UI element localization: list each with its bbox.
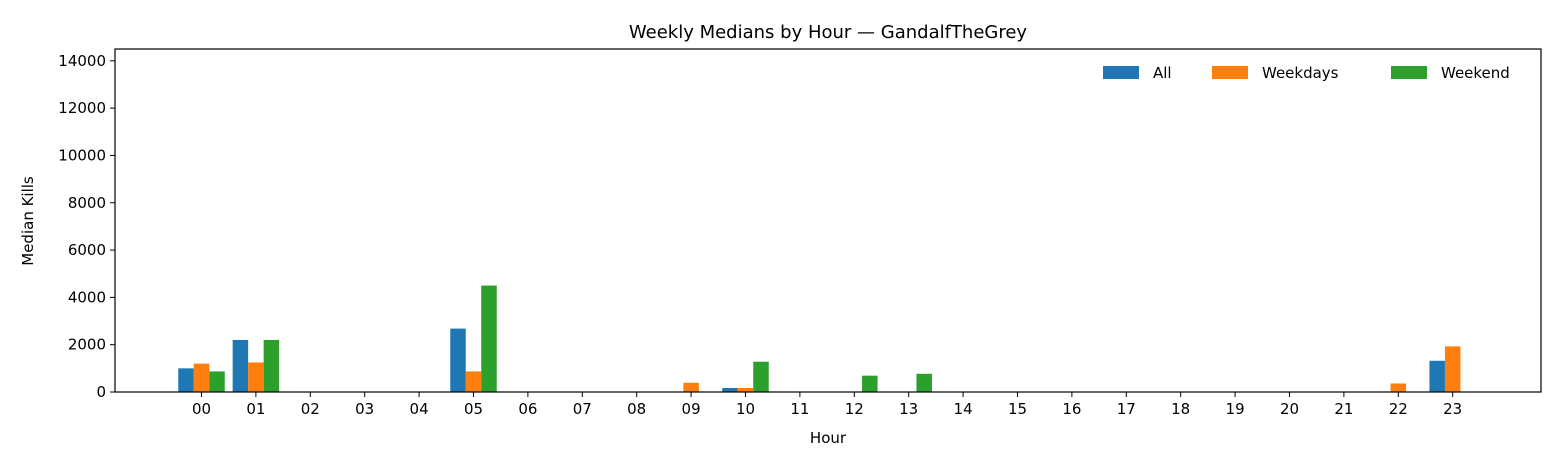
y-tick-label: 2000 xyxy=(68,336,106,354)
x-tick-label: 08 xyxy=(627,400,646,418)
bar-weekdays-22 xyxy=(1390,383,1407,392)
bar-weekdays-00 xyxy=(193,363,210,392)
x-tick-label: 06 xyxy=(518,400,537,418)
legend-swatch-weekend xyxy=(1391,66,1427,79)
legend-swatch-weekdays xyxy=(1212,66,1248,79)
y-tick-label: 8000 xyxy=(68,194,106,212)
bars xyxy=(178,285,1461,392)
x-tick-label: 23 xyxy=(1443,400,1462,418)
x-tick-label: 18 xyxy=(1171,400,1190,418)
bar-weekdays-10 xyxy=(737,387,754,392)
bar-weekend-00 xyxy=(209,371,225,392)
bar-weekend-12 xyxy=(862,375,878,392)
bar-weekend-01 xyxy=(263,339,280,392)
x-tick-label: 02 xyxy=(301,400,320,418)
bar-all-23 xyxy=(1429,360,1445,392)
y-tick-label: 10000 xyxy=(58,146,106,164)
y-tick-label: 14000 xyxy=(58,52,106,70)
x-tick-label: 14 xyxy=(954,400,973,418)
bar-all-01 xyxy=(232,339,249,392)
x-axis: 00 01 02 03 04 05 06 07 08 09 10 11 12 13 14 15 16 17 18 19… xyxy=(192,392,1462,418)
x-tick-label: 12 xyxy=(845,400,864,418)
y-axis-label: Median Kills xyxy=(19,176,37,266)
x-tick-label: 00 xyxy=(192,400,211,418)
bar-weekdays-01 xyxy=(248,362,264,392)
y-tick-label: 4000 xyxy=(68,288,106,306)
x-tick-label: 20 xyxy=(1280,400,1299,418)
chart-title: Weekly Medians by Hour — GandalfTheGrey xyxy=(629,22,1028,43)
legend-swatch-all xyxy=(1103,66,1139,79)
bar-all-05 xyxy=(450,328,466,392)
x-tick-label: 21 xyxy=(1334,400,1353,418)
x-tick-label: 01 xyxy=(246,400,265,418)
x-axis-label: Hour xyxy=(810,429,847,447)
x-tick-label: 22 xyxy=(1389,400,1408,418)
bar-weekend-10 xyxy=(753,361,769,392)
plot-frame xyxy=(114,48,1542,393)
x-tick-label: 05 xyxy=(464,400,483,418)
bar-weekdays-05 xyxy=(465,371,482,392)
bar-weekdays-23 xyxy=(1444,346,1461,392)
x-tick-label: 10 xyxy=(736,400,755,418)
bar-weekdays-09 xyxy=(683,382,699,392)
bar-all-10 xyxy=(722,387,738,392)
y-axis: 0 2000 4000 6000 8000 10000 12000 14000 xyxy=(58,52,115,401)
legend-label-weekend: Weekend xyxy=(1441,64,1510,82)
x-tick-label: 03 xyxy=(355,400,374,418)
bar-weekend-05 xyxy=(481,285,497,392)
x-tick-label: 17 xyxy=(1117,400,1136,418)
x-tick-label: 16 xyxy=(1062,400,1081,418)
legend-label-all: All xyxy=(1153,64,1172,82)
x-tick-label: 15 xyxy=(1008,400,1027,418)
y-tick-label: 0 xyxy=(96,383,106,401)
x-tick-label: 19 xyxy=(1226,400,1245,418)
bar-weekend-13 xyxy=(916,373,932,392)
x-tick-label: 04 xyxy=(410,400,429,418)
x-tick-label: 13 xyxy=(899,400,918,418)
x-tick-label: 07 xyxy=(573,400,592,418)
legend: All Weekdays Weekend xyxy=(1103,64,1510,82)
y-tick-label: 12000 xyxy=(58,99,106,117)
x-tick-label: 11 xyxy=(790,400,809,418)
x-tick-label: 09 xyxy=(682,400,701,418)
bar-all-00 xyxy=(178,368,194,392)
legend-label-weekdays: Weekdays xyxy=(1262,64,1339,82)
y-tick-label: 6000 xyxy=(68,241,106,259)
